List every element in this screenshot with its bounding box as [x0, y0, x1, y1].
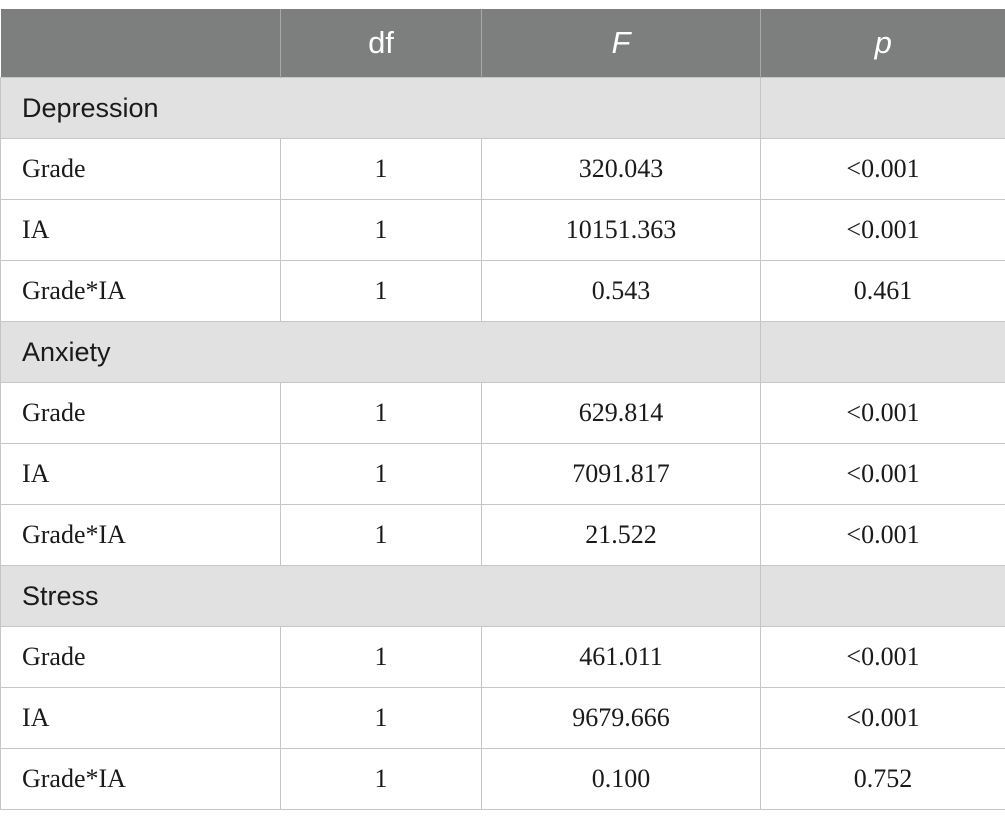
df-cell: 1	[280, 138, 482, 200]
table-row: IA 1 10151.363 <0.001	[0, 199, 1005, 261]
effect-cell: Grade	[0, 138, 281, 200]
p-cell: 0.461	[760, 260, 1005, 322]
f-cell: 21.522	[481, 504, 761, 566]
table-row: Grade 1 320.043 <0.001	[0, 138, 1005, 200]
df-cell: 1	[280, 199, 482, 261]
header-p: p	[760, 9, 1005, 78]
table-row: IA 1 7091.817 <0.001	[0, 443, 1005, 505]
table-row: Grade*IA 1 21.522 <0.001	[0, 504, 1005, 566]
effect-cell: Grade	[0, 382, 281, 444]
effect-cell: Grade*IA	[0, 748, 281, 810]
section-row-depression: Depression	[0, 77, 1005, 139]
f-cell: 0.543	[481, 260, 761, 322]
table-header-row: df F p	[0, 9, 1005, 78]
f-cell: 7091.817	[481, 443, 761, 505]
df-cell: 1	[280, 687, 482, 749]
section-empty-cell	[760, 321, 1005, 383]
f-cell: 9679.666	[481, 687, 761, 749]
df-cell: 1	[280, 504, 482, 566]
effect-cell: IA	[0, 199, 281, 261]
header-df: df	[280, 9, 482, 78]
anova-table: df F p Depression Grade 1 320.043 <0.001…	[0, 9, 1005, 810]
p-cell: <0.001	[760, 382, 1005, 444]
p-cell: <0.001	[760, 504, 1005, 566]
f-cell: 629.814	[481, 382, 761, 444]
section-empty-cell	[760, 77, 1005, 139]
p-cell: <0.001	[760, 626, 1005, 688]
f-cell: 320.043	[481, 138, 761, 200]
table-row: Grade 1 461.011 <0.001	[0, 626, 1005, 688]
df-cell: 1	[280, 260, 482, 322]
section-label: Stress	[0, 565, 761, 627]
section-label: Anxiety	[0, 321, 761, 383]
p-cell: 0.752	[760, 748, 1005, 810]
section-row-anxiety: Anxiety	[0, 321, 1005, 383]
p-cell: <0.001	[760, 687, 1005, 749]
effect-cell: Grade*IA	[0, 260, 281, 322]
table-row: Grade 1 629.814 <0.001	[0, 382, 1005, 444]
df-cell: 1	[280, 382, 482, 444]
section-row-stress: Stress	[0, 565, 1005, 627]
f-cell: 461.011	[481, 626, 761, 688]
effect-cell: IA	[0, 443, 281, 505]
table-row: IA 1 9679.666 <0.001	[0, 687, 1005, 749]
effect-cell: IA	[0, 687, 281, 749]
f-cell: 0.100	[481, 748, 761, 810]
table-row: Grade*IA 1 0.543 0.461	[0, 260, 1005, 322]
p-cell: <0.001	[760, 443, 1005, 505]
p-cell: <0.001	[760, 138, 1005, 200]
p-cell: <0.001	[760, 199, 1005, 261]
section-empty-cell	[760, 565, 1005, 627]
f-cell: 10151.363	[481, 199, 761, 261]
df-cell: 1	[280, 748, 482, 810]
df-cell: 1	[280, 626, 482, 688]
header-f: F	[481, 9, 761, 78]
effect-cell: Grade	[0, 626, 281, 688]
table-row: Grade*IA 1 0.100 0.752	[0, 748, 1005, 810]
section-label: Depression	[0, 77, 761, 139]
df-cell: 1	[280, 443, 482, 505]
header-effect	[0, 9, 281, 78]
effect-cell: Grade*IA	[0, 504, 281, 566]
